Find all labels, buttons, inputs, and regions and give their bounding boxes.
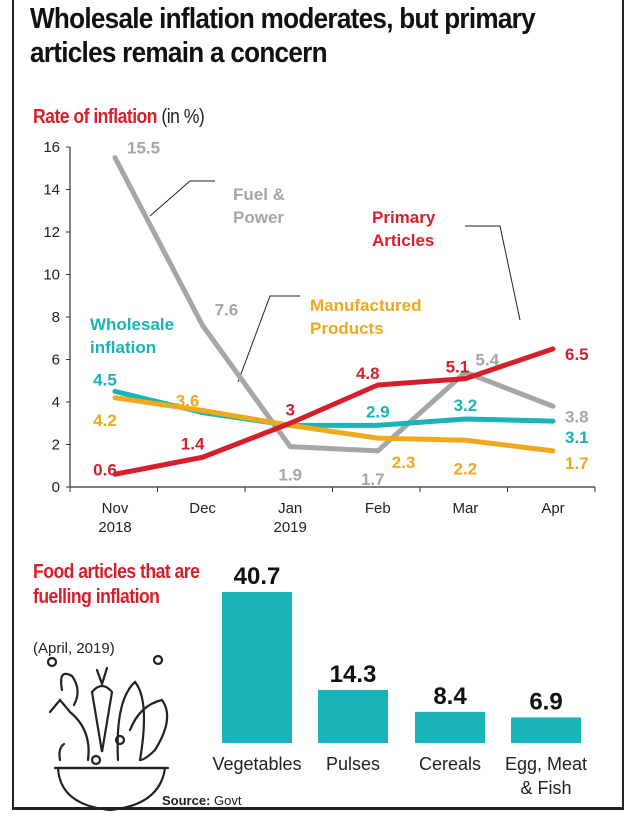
y-tick-label: 14 — [43, 182, 60, 199]
icon-stroke — [56, 766, 167, 812]
icon-dot — [152, 654, 164, 666]
data-label: 3.2 — [454, 396, 478, 415]
bar-category-label: & Fish — [520, 778, 571, 798]
data-label: 5.4 — [475, 350, 499, 369]
data-label: 3 — [285, 400, 294, 419]
icon-stroke — [116, 680, 146, 762]
source-note: Source: Govt — [162, 793, 242, 808]
series-line-fuel-power — [112, 155, 556, 454]
data-label: 0.6 — [93, 460, 117, 479]
data-label: 3.8 — [565, 407, 589, 426]
y-tick-label: 16 — [43, 139, 60, 156]
series-name-label: Products — [310, 319, 384, 338]
data-label: 1.7 — [361, 470, 385, 489]
x-tick-label: Apr — [541, 500, 564, 517]
data-label: 1.9 — [278, 466, 302, 485]
bar-egg-meat-fish — [511, 717, 581, 743]
bar-value-label: 14.3 — [330, 661, 377, 688]
y-tick-label: 10 — [43, 267, 60, 284]
y-tick-label: 6 — [52, 352, 60, 369]
y-tick-label: 4 — [52, 394, 60, 411]
infographic-frame — [12, 0, 624, 810]
icon-stroke — [90, 684, 114, 753]
y-tick-label: 12 — [43, 224, 60, 241]
data-label: 4.8 — [356, 364, 380, 383]
data-label: 1.7 — [565, 454, 589, 473]
data-label: 5.1 — [446, 358, 470, 377]
bar-category-label: Pulses — [326, 754, 380, 774]
series-name-label: Primary — [372, 208, 436, 227]
bowl-of-food-icon — [46, 654, 170, 812]
series-line-manufactured-products — [112, 395, 556, 454]
page-title: Wholesale inflation moderates, but prima… — [30, 3, 536, 69]
bar-value-label: 6.9 — [529, 688, 562, 715]
line-chart-unit: (in %) — [161, 106, 205, 128]
bar-chart-title: Food articles that are fuelling inflatio… — [33, 561, 200, 608]
x-tick-label: Dec — [189, 500, 216, 517]
line-chart-title-text: Rate of inflation — [33, 106, 158, 128]
series-name-label: Articles — [372, 231, 434, 250]
bar-vegetables — [222, 592, 292, 743]
icon-stroke — [48, 698, 90, 762]
data-label: 1.4 — [181, 434, 205, 453]
x-tick-label: Mar — [452, 500, 478, 517]
icon-stroke — [58, 742, 66, 762]
series-name-label: inflation — [90, 338, 156, 357]
icon-dot — [114, 734, 126, 746]
icon-stroke — [95, 666, 109, 686]
data-label: 3.1 — [565, 428, 589, 447]
leader-line — [237, 295, 300, 383]
data-label: 2.2 — [454, 459, 478, 478]
icon-dot — [46, 656, 58, 668]
icon-stroke — [128, 698, 169, 762]
leader-line — [465, 225, 521, 321]
y-tick-label: 8 — [52, 309, 60, 326]
y-tick-label: 0 — [52, 479, 60, 496]
data-label: 2.3 — [392, 453, 416, 472]
data-label: 15.5 — [127, 139, 160, 158]
source-value: Govt — [214, 793, 242, 808]
series-line-primary-articles — [112, 346, 556, 477]
bar-cereals — [415, 711, 485, 743]
data-label: 7.6 — [215, 301, 239, 320]
data-label: 4.2 — [93, 411, 117, 430]
leader-line — [149, 180, 215, 217]
x-tick-label: 2018 — [98, 519, 131, 536]
x-tick-label: Jan — [278, 500, 302, 517]
series-name-label: Wholesale — [90, 315, 174, 334]
data-label: 4.5 — [93, 370, 117, 389]
data-label: 6.5 — [565, 345, 589, 364]
data-label: 2.9 — [366, 402, 390, 421]
bar-chart-subtitle: (April, 2019) — [33, 640, 115, 657]
icon-dot — [90, 754, 102, 766]
bar-pulses — [318, 689, 388, 743]
line-chart-title: Rate of inflation (in %) — [33, 106, 205, 129]
icon-stroke — [60, 672, 79, 707]
series-name-label: Power — [233, 208, 284, 227]
source-label: Source: — [162, 793, 211, 808]
bar-category-label: Vegetables — [212, 754, 301, 774]
series-name-label: Fuel & — [233, 185, 285, 204]
bar-value-label: 40.7 — [234, 563, 281, 590]
bar-category-label: Cereals — [419, 754, 481, 774]
y-tick-label: 2 — [52, 437, 60, 454]
bar-category-label: Egg, Meat — [505, 754, 587, 774]
bar-value-label: 8.4 — [433, 683, 467, 710]
x-tick-label: 2019 — [274, 519, 307, 536]
x-tick-label: Feb — [365, 500, 391, 517]
x-tick-label: Nov — [102, 500, 129, 517]
data-label: 3.6 — [176, 392, 200, 411]
series-name-label: Manufactured — [310, 296, 421, 315]
